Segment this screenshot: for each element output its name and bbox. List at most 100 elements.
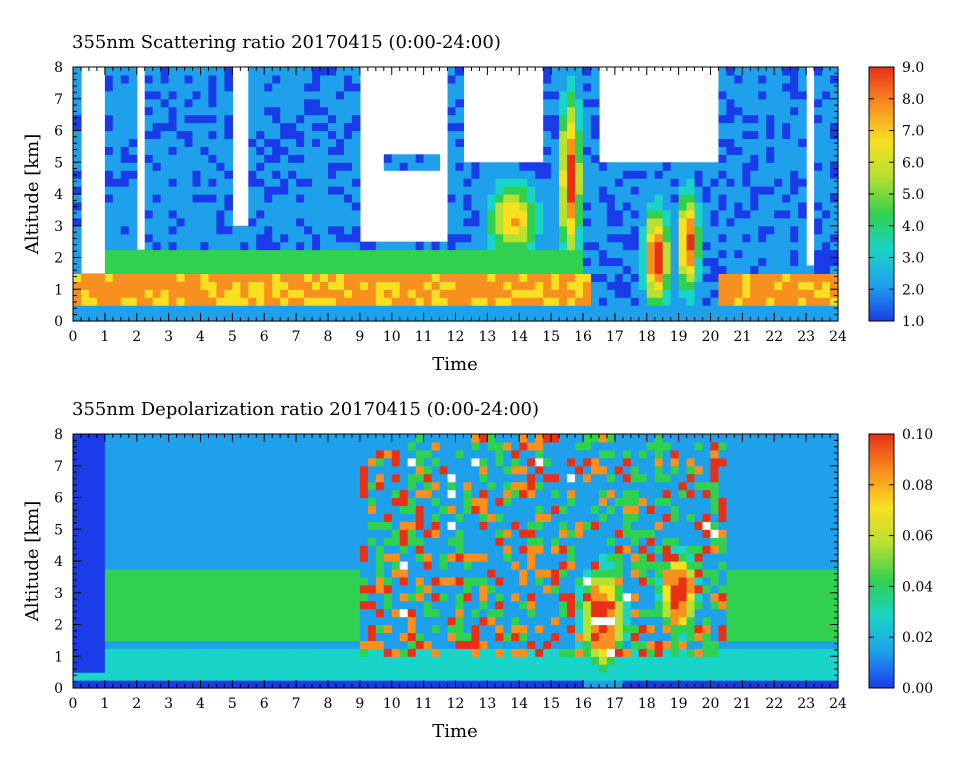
heatmap-cell bbox=[304, 74, 313, 84]
heatmap-cell bbox=[750, 82, 759, 92]
heatmap-cell bbox=[335, 457, 345, 467]
heatmap-cell bbox=[822, 130, 831, 140]
heatmap-cell bbox=[73, 217, 82, 227]
heatmap-cell bbox=[288, 576, 297, 586]
heatmap-cell bbox=[734, 313, 743, 322]
heatmap-cell bbox=[184, 545, 194, 554]
heatmap-cell bbox=[511, 529, 520, 538]
heatmap-cell bbox=[272, 281, 281, 290]
heatmap-cell bbox=[758, 146, 767, 155]
heatmap-cell bbox=[256, 465, 265, 475]
heatmap-cell bbox=[240, 489, 249, 499]
heatmap-cell bbox=[431, 273, 441, 282]
heatmap-cell bbox=[375, 465, 385, 475]
heatmap-cell bbox=[503, 505, 512, 514]
heatmap-cell bbox=[399, 297, 409, 306]
heatmap-cell bbox=[80, 473, 90, 483]
heatmap-cell bbox=[96, 281, 106, 290]
heatmap-cell bbox=[814, 82, 823, 92]
heatmap-cell bbox=[535, 265, 544, 274]
heatmap-cell bbox=[152, 489, 162, 499]
heatmap-cell bbox=[304, 449, 313, 459]
heatmap-cell bbox=[383, 561, 393, 570]
heatmap-cell bbox=[168, 624, 178, 634]
heatmap-cell bbox=[240, 537, 249, 546]
heatmap-cell bbox=[527, 434, 536, 443]
heatmap-cell bbox=[296, 162, 305, 171]
heatmap-cell bbox=[423, 481, 433, 491]
heatmap-cell bbox=[264, 656, 273, 665]
heatmap-cell bbox=[535, 568, 544, 578]
heatmap-cell bbox=[80, 656, 90, 665]
heatmap-cell bbox=[144, 600, 154, 610]
heatmap-cell bbox=[168, 122, 178, 132]
heatmap-cell bbox=[606, 201, 616, 211]
heatmap-cell bbox=[144, 632, 154, 641]
heatmap-cell bbox=[622, 553, 632, 562]
heatmap-cell bbox=[88, 449, 98, 459]
heatmap-cell bbox=[590, 561, 600, 570]
heatmap-cell bbox=[367, 249, 377, 259]
heatmap-cell bbox=[646, 249, 656, 259]
heatmap-cell bbox=[798, 154, 807, 163]
heatmap-cell bbox=[96, 449, 106, 459]
heatmap-cell bbox=[543, 656, 552, 665]
heatmap-cell bbox=[168, 257, 178, 267]
heatmap-cell bbox=[351, 162, 361, 171]
heatmap-cell bbox=[455, 616, 465, 626]
heatmap-cell bbox=[128, 434, 138, 443]
heatmap-cell bbox=[73, 162, 82, 171]
heatmap-cell bbox=[447, 600, 457, 610]
heatmap-cell bbox=[439, 680, 449, 689]
heatmap-cell bbox=[575, 114, 584, 124]
heatmap-cell bbox=[734, 90, 743, 100]
heatmap-cell bbox=[423, 257, 433, 267]
heatmap-cell bbox=[798, 257, 807, 267]
heatmap-cell bbox=[567, 553, 576, 562]
heatmap-cell bbox=[455, 576, 465, 586]
heatmap-cell bbox=[407, 465, 417, 475]
heatmap-cell bbox=[590, 265, 600, 274]
heatmap-cell bbox=[232, 553, 241, 562]
heatmap-cell bbox=[248, 648, 257, 657]
heatmap-cell bbox=[208, 106, 218, 116]
heatmap-cell bbox=[614, 465, 624, 475]
heatmap-cell bbox=[694, 249, 704, 259]
heatmap-cell bbox=[272, 138, 281, 147]
heatmap-cell bbox=[511, 521, 520, 530]
heatmap-cell bbox=[543, 67, 552, 76]
heatmap-cell bbox=[208, 162, 218, 171]
heatmap-cell bbox=[535, 170, 544, 179]
heatmap-cell bbox=[527, 656, 536, 665]
heatmap-cell bbox=[407, 513, 417, 522]
heatmap-cell bbox=[240, 664, 249, 673]
heatmap-cell bbox=[232, 616, 241, 626]
heatmap-cell bbox=[583, 241, 592, 251]
heatmap-cell bbox=[630, 680, 640, 689]
heatmap-cell bbox=[144, 497, 154, 507]
heatmap-cell bbox=[622, 489, 632, 499]
heatmap-cell bbox=[383, 529, 393, 538]
heatmap-cell bbox=[551, 616, 560, 626]
heatmap-cell bbox=[726, 281, 736, 290]
heatmap-cell bbox=[160, 545, 170, 554]
heatmap-cell bbox=[168, 130, 178, 140]
heatmap-cell bbox=[431, 616, 441, 626]
heatmap-cell bbox=[224, 225, 233, 235]
heatmap-cell bbox=[503, 600, 512, 610]
heatmap-cell bbox=[88, 281, 98, 290]
heatmap-cell bbox=[391, 632, 401, 641]
heatmap-cell bbox=[144, 98, 154, 108]
heatmap-cell bbox=[559, 537, 568, 546]
heatmap-cell bbox=[335, 241, 345, 251]
heatmap-cell bbox=[192, 281, 202, 290]
heatmap-cell bbox=[312, 74, 321, 84]
heatmap-cell bbox=[359, 568, 369, 578]
heatmap-cell bbox=[208, 209, 218, 219]
heatmap-cell bbox=[184, 434, 194, 443]
heatmap-cell bbox=[567, 186, 576, 195]
heatmap-cell bbox=[351, 489, 361, 499]
heatmap-cell bbox=[343, 576, 353, 586]
heatmap-cell bbox=[296, 545, 305, 554]
heatmap-cell bbox=[630, 233, 640, 243]
